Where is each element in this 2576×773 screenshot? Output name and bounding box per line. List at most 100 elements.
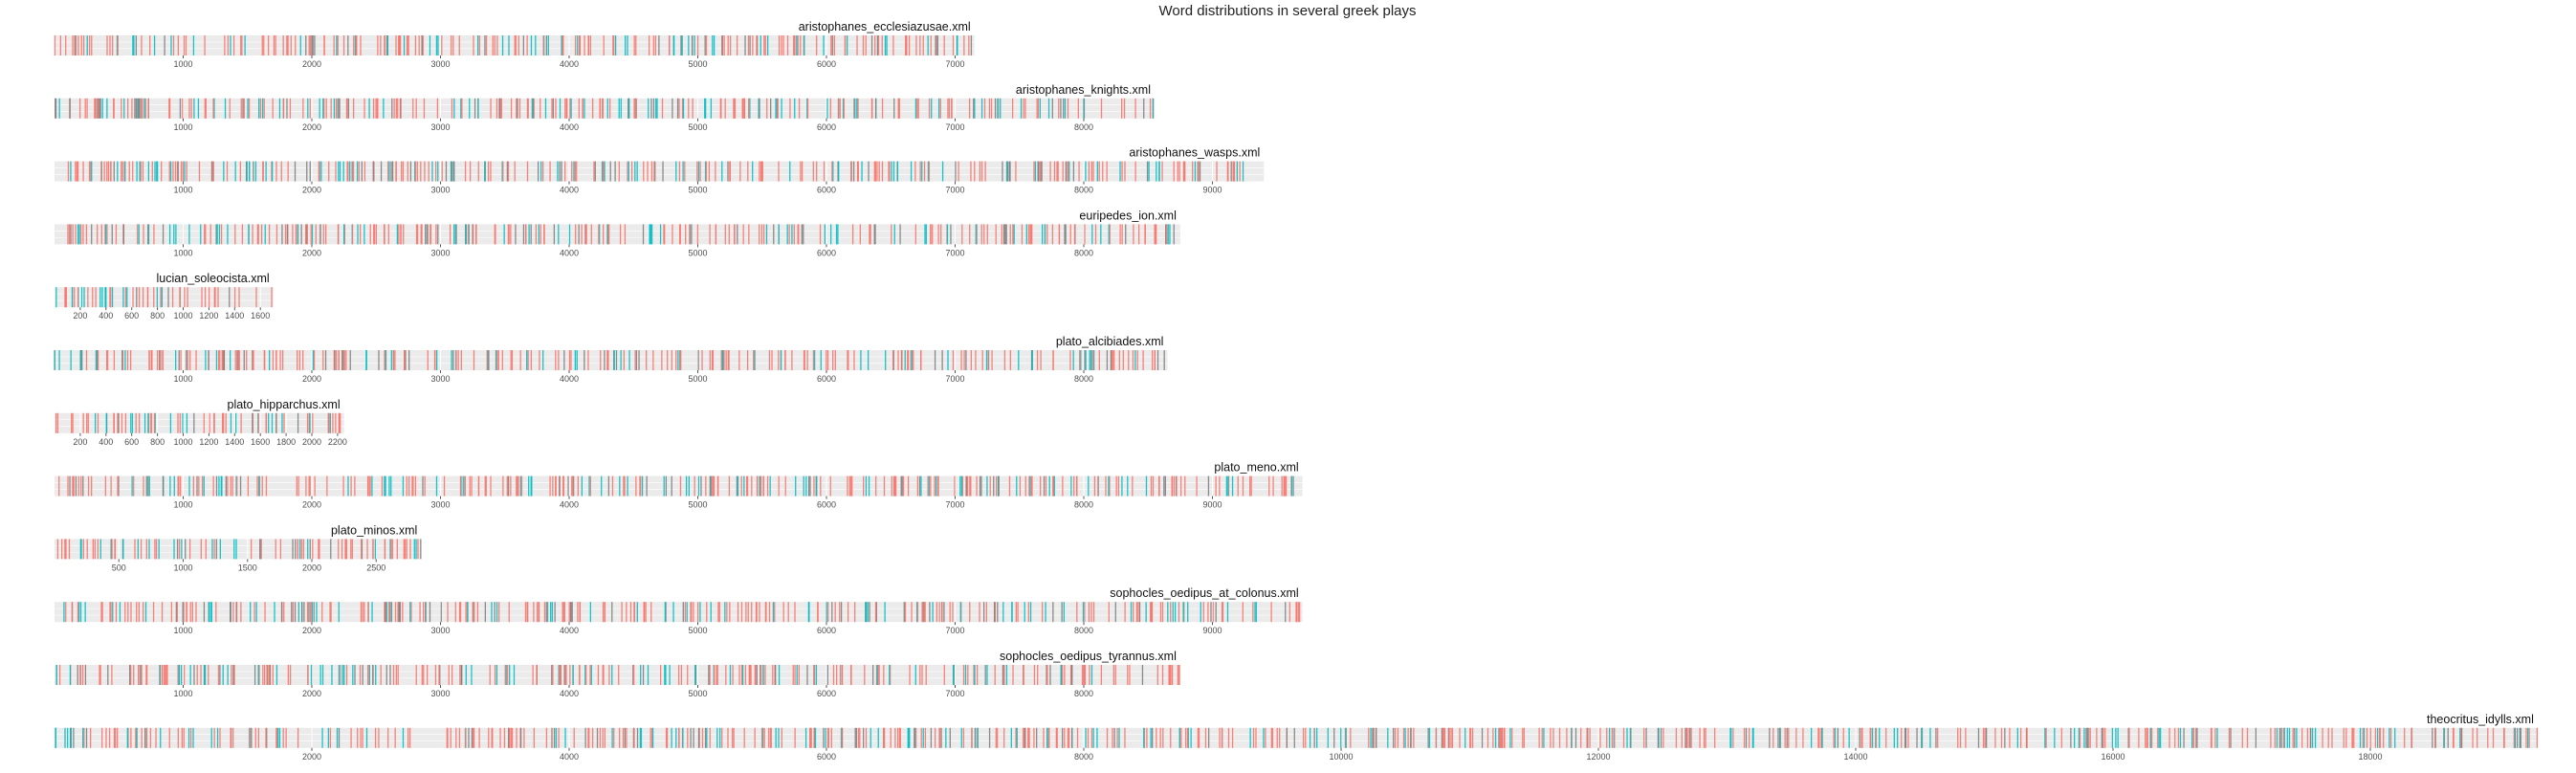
panel-background <box>55 98 1155 119</box>
tick-label: 5000 <box>688 374 707 384</box>
tick-label: 9000 <box>1202 186 1222 195</box>
panel-title: euripedes_ion.xml <box>1079 209 1176 222</box>
tick-label: 400 <box>99 311 113 320</box>
panel: 2000 4000 6000 8000 10000 12000 14000 16000 1800… <box>55 713 2539 762</box>
tick-label: 1000 <box>173 186 192 195</box>
tick-label: 6000 <box>817 248 836 257</box>
tick-label: 8000 <box>1074 626 1093 635</box>
tick-label: 5000 <box>688 59 707 69</box>
panel: 1000 2000 3000 4000 5000 6000 7000 8000 9000 plat… <box>55 461 1303 510</box>
panel-background <box>55 602 1303 623</box>
panel: 1000 2000 3000 4000 5000 6000 7000 8000 euripede… <box>55 209 1180 257</box>
panel-title: plato_hipparchus.xml <box>228 398 341 411</box>
tick-label: 2000 <box>302 248 321 257</box>
tick-label: 2000 <box>302 563 321 572</box>
tick-label: 200 <box>73 437 87 447</box>
tick-label: 2000 <box>302 626 321 635</box>
tick-label: 2000 <box>302 59 321 69</box>
tick-label: 800 <box>150 437 165 447</box>
tick-label: 400 <box>99 437 113 447</box>
tick-label: 1000 <box>173 500 192 510</box>
tick-label: 1600 <box>251 311 270 320</box>
tick-label: 8000 <box>1074 248 1093 257</box>
tick-label: 6000 <box>817 186 836 195</box>
tick-label: 2200 <box>328 437 347 447</box>
panel: 1000 2000 3000 4000 5000 6000 7000 8000 sophocle… <box>55 650 1180 698</box>
tick-label: 600 <box>124 311 139 320</box>
panel: 1000 2000 3000 4000 5000 6000 7000 8000 9000 soph… <box>55 586 1303 635</box>
tick-label: 1800 <box>276 437 296 447</box>
panel-title: plato_alcibiades.xml <box>1056 335 1164 348</box>
tick-label: 2000 <box>302 752 321 762</box>
tick-label: 1200 <box>199 311 218 320</box>
tick-label: 1400 <box>225 437 244 447</box>
tick-label: 6000 <box>817 689 836 698</box>
panel: 500 1000 1500 2000 2500 plato_minos.xml <box>55 523 422 572</box>
tick-label: 3000 <box>430 248 450 257</box>
tick-label: 3000 <box>430 500 450 510</box>
tick-label: 600 <box>124 437 139 447</box>
tick-label: 3000 <box>430 374 450 384</box>
tick-label: 7000 <box>945 248 964 257</box>
panel-background <box>55 350 1168 370</box>
tick-label: 2000 <box>302 374 321 384</box>
tick-label: 4000 <box>560 752 579 762</box>
panel-title: sophocles_oedipus_at_colonus.xml <box>1110 586 1298 600</box>
tick-label: 1000 <box>173 437 192 447</box>
tick-label: 1000 <box>173 626 192 635</box>
panel-title: aristophanes_ecclesiazusae.xml <box>799 20 971 33</box>
panel: 200 400 600 800 1000 1200 1400 1600 1800 2000 2200… <box>55 398 347 447</box>
panel-title: theocritus_idylls.xml <box>2427 713 2534 726</box>
tick-label: 1500 <box>238 563 257 572</box>
panel: 1000 2000 3000 4000 5000 6000 7000 aristophanes… <box>54 20 975 69</box>
tick-label: 500 <box>112 563 126 572</box>
panel: 200 400 600 800 1000 1200 1400 1600 lucian_soleo… <box>55 272 274 320</box>
tick-label: 4000 <box>560 500 579 510</box>
tick-label: 1600 <box>251 437 270 447</box>
tick-label: 4000 <box>560 122 579 132</box>
tick-label: 7000 <box>945 500 964 510</box>
tick-label: 12000 <box>1586 752 1610 762</box>
panels: 1000 2000 3000 4000 5000 6000 7000 aristophanes… <box>54 20 2539 762</box>
tick-label: 7000 <box>945 122 964 132</box>
tick-label: 6000 <box>817 626 836 635</box>
tick-label: 6000 <box>817 122 836 132</box>
tick-label: 18000 <box>2358 752 2382 762</box>
tick-label: 10000 <box>1329 752 1353 762</box>
panel-title: plato_minos.xml <box>331 523 417 537</box>
tick-label: 1000 <box>173 248 192 257</box>
panel-background <box>55 539 422 560</box>
tick-label: 6000 <box>817 59 836 69</box>
tick-label: 4000 <box>560 689 579 698</box>
panel-title: lucian_soleocista.xml <box>157 272 270 285</box>
tick-label: 7000 <box>945 374 964 384</box>
tick-label: 5000 <box>688 248 707 257</box>
tick-label: 2000 <box>302 437 321 447</box>
panel-title: aristophanes_knights.xml <box>1016 83 1151 97</box>
tick-label: 6000 <box>817 374 836 384</box>
tick-label: 3000 <box>430 186 450 195</box>
tick-label: 2000 <box>302 689 321 698</box>
tick-label: 3000 <box>430 122 450 132</box>
tick-label: 200 <box>73 311 87 320</box>
tick-label: 8000 <box>1074 500 1093 510</box>
chart-title: Word distributions in several greek play… <box>1158 3 1416 19</box>
panel-background <box>55 475 1303 497</box>
tick-label: 3000 <box>430 626 450 635</box>
tick-label: 8000 <box>1074 122 1093 132</box>
tick-label: 4000 <box>560 59 579 69</box>
tick-label: 2500 <box>366 563 385 572</box>
tick-label: 4000 <box>560 186 579 195</box>
tick-label: 7000 <box>945 186 964 195</box>
tick-label: 5000 <box>688 500 707 510</box>
tick-label: 8000 <box>1074 752 1093 762</box>
tick-label: 4000 <box>560 374 579 384</box>
panel: 1000 2000 3000 4000 5000 6000 7000 8000 aristoph… <box>55 83 1155 132</box>
tick-label: 1000 <box>173 374 192 384</box>
tick-label: 9000 <box>1202 500 1222 510</box>
tick-label: 1000 <box>173 563 192 572</box>
tick-label: 5000 <box>688 186 707 195</box>
tick-label: 7000 <box>945 59 964 69</box>
tick-label: 1000 <box>173 311 192 320</box>
